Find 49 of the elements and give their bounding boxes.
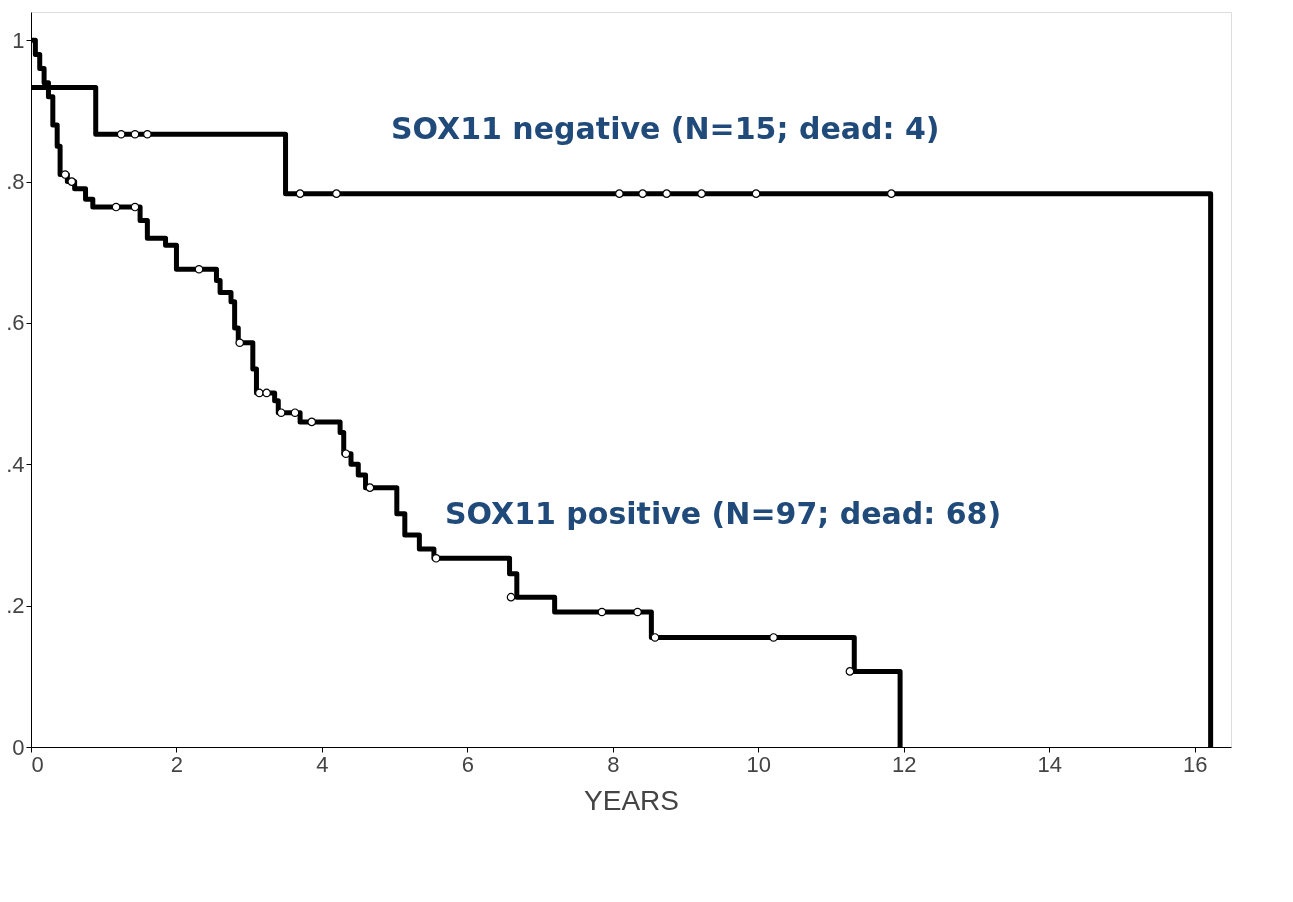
point — [295, 189, 305, 198]
point — [332, 189, 341, 198]
series-label: SOX11 positive (N=97; dead: 68) — [445, 496, 1002, 532]
x-axis-title: YEARS — [584, 784, 679, 816]
point — [290, 408, 300, 418]
point — [662, 189, 671, 198]
x-tick-label: 10 — [746, 751, 772, 777]
point — [887, 189, 896, 198]
point — [751, 189, 761, 198]
y-tick-label: .2 — [6, 593, 25, 619]
y-tick-label: .4 — [6, 451, 25, 477]
point — [235, 338, 245, 348]
point — [276, 408, 286, 418]
x-tick-label: 8 — [607, 751, 620, 777]
x-tick-label: 12 — [891, 751, 917, 777]
point — [697, 189, 706, 198]
point — [255, 388, 264, 398]
x-tick-label: 2 — [170, 751, 184, 777]
point — [143, 129, 152, 139]
point — [597, 607, 607, 617]
point — [431, 554, 441, 563]
y-tick-label: .6 — [6, 310, 25, 336]
point — [650, 633, 660, 642]
point — [633, 607, 642, 617]
point — [307, 417, 317, 427]
point — [506, 592, 516, 602]
x-tick-label: 14 — [1037, 751, 1062, 777]
point — [67, 177, 77, 186]
point — [638, 189, 647, 198]
point — [130, 129, 140, 139]
x-tick-label: 16 — [1182, 751, 1208, 777]
y-tick-label: 0 — [12, 734, 25, 760]
x-tick-label: 4 — [316, 751, 329, 777]
point — [116, 129, 126, 139]
point — [130, 202, 140, 212]
point — [341, 449, 351, 459]
point — [262, 388, 271, 398]
point — [615, 189, 624, 198]
point — [845, 667, 855, 676]
point — [194, 264, 204, 274]
point — [365, 483, 375, 492]
x-tick-label: 6 — [461, 751, 474, 777]
series-label: SOX11 negative (N=15; dead: 4) — [391, 110, 940, 146]
y-tick-label: 1 — [12, 27, 25, 53]
point — [111, 202, 121, 212]
point — [60, 170, 70, 179]
y-tick-label: .8 — [6, 169, 25, 195]
x-tick-label: 0 — [31, 751, 44, 777]
point — [769, 633, 778, 642]
